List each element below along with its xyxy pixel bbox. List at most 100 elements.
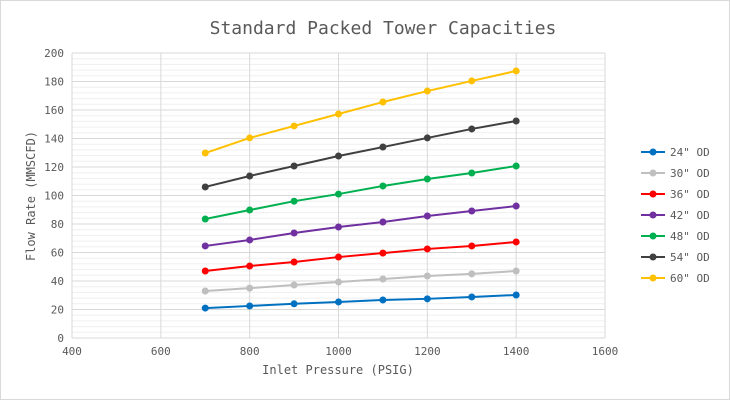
data-point <box>335 110 342 118</box>
data-point <box>335 253 342 261</box>
data-point <box>246 284 254 292</box>
data-point <box>468 125 476 133</box>
data-point <box>201 287 209 295</box>
data-point <box>335 223 342 231</box>
data-point <box>201 149 209 157</box>
legend-marker <box>649 148 657 156</box>
data-point <box>512 117 520 125</box>
data-point <box>246 172 254 180</box>
data-point <box>290 197 298 205</box>
y-axis-label: Flow Rate (MMSCFD) <box>24 131 38 261</box>
x-tick-label: 1000 <box>325 345 352 358</box>
series-line <box>204 69 517 154</box>
data-point <box>379 249 387 257</box>
series-line <box>205 270 517 292</box>
legend-label: 24" OD <box>670 146 710 159</box>
y-tick-label: 0 <box>57 332 64 345</box>
data-point <box>512 67 520 75</box>
data-point <box>335 298 342 306</box>
data-point <box>512 162 520 170</box>
y-tick-label: 160 <box>44 104 64 117</box>
data-point <box>290 162 298 170</box>
data-point <box>423 175 431 183</box>
data-point <box>379 275 387 283</box>
series-line <box>205 240 517 273</box>
legend-label: 36" OD <box>670 188 710 201</box>
data-point <box>290 281 298 289</box>
data-point <box>468 270 476 278</box>
data-point <box>246 206 254 214</box>
data-point <box>246 236 254 244</box>
y-tick-label: 60 <box>51 247 64 260</box>
data-point <box>468 242 476 250</box>
legend-marker <box>649 274 657 282</box>
data-point <box>246 262 254 270</box>
series-line <box>205 293 517 310</box>
y-tick-label: 20 <box>51 304 64 317</box>
legend-label: 54" OD <box>670 251 710 264</box>
data-point <box>335 190 342 198</box>
data-point <box>246 302 254 310</box>
x-tick-label: 1200 <box>414 345 441 358</box>
chart-title: Standard Packed Tower Capacities <box>210 18 557 39</box>
x-tick-label: 1600 <box>592 345 619 358</box>
y-tick-label: 120 <box>44 161 64 174</box>
data-point <box>512 202 520 210</box>
data-point <box>379 218 387 226</box>
y-tick-label: 40 <box>51 275 64 288</box>
data-point <box>423 212 431 220</box>
y-tick-label: 180 <box>44 76 64 89</box>
data-point <box>201 304 209 312</box>
legend-marker <box>649 232 657 240</box>
data-point <box>379 182 387 190</box>
data-point <box>201 183 209 191</box>
data-point <box>468 77 476 85</box>
data-point <box>246 134 254 142</box>
x-tick-label: 600 <box>151 345 171 358</box>
data-point <box>423 272 431 280</box>
data-point <box>379 98 387 106</box>
x-tick-label: 400 <box>62 345 82 358</box>
y-tick-label: 100 <box>44 190 64 203</box>
legend-marker <box>649 211 657 219</box>
legend-label: 30" OD <box>670 167 710 180</box>
legend-marker <box>649 169 657 177</box>
data-point <box>379 143 387 151</box>
legend-marker <box>649 253 657 261</box>
legend-label: 60" OD <box>670 272 710 285</box>
data-point <box>512 267 520 275</box>
legend-marker <box>649 190 657 198</box>
series-line <box>205 205 517 247</box>
data-point <box>468 207 476 215</box>
data-point <box>423 87 431 95</box>
legend-label: 42" OD <box>670 209 710 222</box>
data-point <box>468 169 476 177</box>
data-point <box>512 291 520 299</box>
data-point <box>290 300 298 308</box>
x-tick-label: 1400 <box>503 345 530 358</box>
data-point <box>423 134 431 142</box>
data-point <box>423 295 431 303</box>
y-tick-label: 80 <box>51 218 64 231</box>
data-point <box>423 245 431 253</box>
data-point <box>201 242 209 250</box>
series-line <box>205 119 517 188</box>
data-point <box>468 293 476 301</box>
data-point <box>201 267 209 275</box>
y-tick-label: 200 <box>44 47 64 60</box>
data-point <box>379 296 387 304</box>
y-tick-label: 140 <box>44 133 64 146</box>
x-tick-label: 800 <box>240 345 260 358</box>
data-point <box>290 229 298 237</box>
series-line <box>205 165 517 220</box>
data-point <box>512 238 520 246</box>
data-point <box>290 258 298 266</box>
data-point <box>290 122 298 130</box>
data-point <box>335 278 342 286</box>
x-axis-label: Inlet Pressure (PSIG) <box>262 363 414 377</box>
legend-label: 48" OD <box>670 230 710 243</box>
data-point <box>201 215 209 223</box>
data-point <box>335 152 342 160</box>
